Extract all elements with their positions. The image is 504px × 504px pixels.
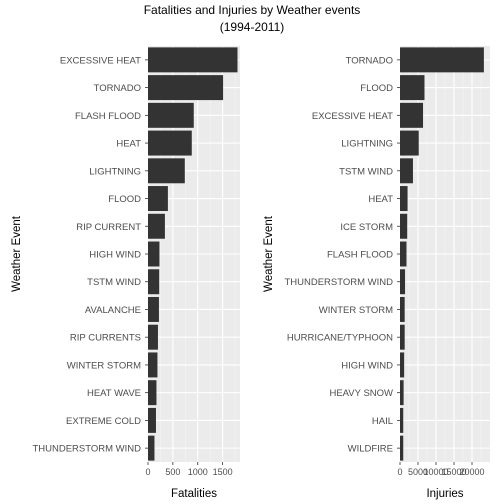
fatalities-category-label: EXTREME COLD	[66, 416, 141, 427]
fatalities-panel: EXCESSIVE HEAT TORNADO FLASH FLOOD HEAT LIGH…	[11, 46, 240, 500]
fatalities-category-label: RIP CURRENTS	[70, 333, 141, 344]
fatalities-y-axis-label: Weather Event	[11, 215, 23, 292]
fatalities-category-label: THUNDERSTORM WIND	[32, 444, 141, 455]
injuries-bar	[400, 241, 407, 267]
fatalities-x-tick-label: 1000	[188, 467, 208, 477]
fatalities-bar	[148, 324, 158, 350]
injuries-panel: TORNADO FLOOD EXCESSIVE HEAT LIGHTNING TSTM …	[263, 46, 490, 500]
injuries-x-tick-label: 10000	[423, 467, 448, 477]
fatalities-x-tick-label: 1500	[213, 467, 233, 477]
injuries-category-label: THUNDERSTORM WIND	[284, 277, 393, 288]
fatalities-bar	[148, 407, 156, 433]
fatalities-x-axis-label: Fatalities	[171, 488, 217, 500]
injuries-bar	[400, 102, 424, 128]
injuries-category-label: HEAT	[368, 194, 393, 205]
injuries-bar	[400, 407, 404, 433]
fatalities-category-label: HEAT WAVE	[87, 388, 141, 399]
injuries-category-label: HIGH WIND	[341, 360, 393, 371]
injuries-category-label: WINTER STORM	[319, 305, 393, 316]
injuries-category-label: FLOOD	[360, 83, 393, 94]
injuries-bar	[400, 269, 406, 295]
injuries-x-tick-label: 20000	[459, 467, 484, 477]
injuries-bar	[400, 380, 404, 406]
injuries-y-axis-label: Weather Event	[263, 215, 275, 292]
fatalities-bar	[148, 213, 165, 239]
fatalities-bar	[148, 158, 185, 184]
fatalities-x-tick-label: 500	[165, 467, 180, 477]
fatalities-bar	[148, 352, 158, 378]
injuries-bar	[400, 186, 408, 212]
injuries-bar	[400, 435, 404, 461]
injuries-category-label: WILDFIRE	[348, 444, 393, 455]
chart-title: Fatalities and Injuries by Weather event…	[144, 3, 361, 17]
fatalities-bar	[148, 380, 157, 406]
fatalities-category-label: WINTER STORM	[67, 360, 141, 371]
fatalities-category-label: RIP CURRENT	[76, 222, 141, 233]
fatalities-bar	[148, 130, 192, 156]
injuries-x-tick-label: 15000	[441, 467, 466, 477]
injuries-category-label: HEAVY SNOW	[329, 388, 393, 399]
injuries-category-label: HURRICANE/TYPHOON	[287, 333, 393, 344]
injuries-bar	[400, 158, 413, 184]
injuries-category-label: LIGHTNING	[341, 139, 393, 150]
fatalities-bar	[148, 241, 160, 267]
injuries-bar	[400, 352, 405, 378]
fatalities-category-label: HIGH WIND	[89, 250, 141, 261]
injuries-category-label: ICE STORM	[340, 222, 393, 233]
fatalities-category-label: LIGHTNING	[89, 166, 141, 177]
fatalities-bar	[148, 269, 160, 295]
injuries-bar	[400, 130, 419, 156]
fatalities-category-label: FLOOD	[108, 194, 141, 205]
fatalities-x-tick-label: 0	[145, 467, 150, 477]
fatalities-category-label: FLASH FLOOD	[75, 111, 141, 122]
injuries-bar	[400, 296, 405, 322]
fatalities-bar	[148, 296, 159, 322]
injuries-bar	[400, 47, 484, 73]
fatalities-bar	[148, 75, 224, 101]
injuries-x-tick-label: 5000	[408, 467, 428, 477]
fatalities-category-label: AVALANCHE	[85, 305, 141, 316]
injuries-bar	[400, 213, 408, 239]
fatalities-category-label: EXCESSIVE HEAT	[60, 55, 141, 66]
fatalities-bar	[148, 102, 194, 128]
fatalities-bar	[148, 186, 168, 212]
injuries-category-label: HAIL	[372, 416, 393, 427]
injuries-category-label: TORNADO	[346, 55, 393, 66]
fatalities-category-label: HEAT	[116, 139, 141, 150]
injuries-bar	[400, 75, 425, 101]
injuries-category-label: TSTM WIND	[339, 166, 393, 177]
injuries-category-label: EXCESSIVE HEAT	[312, 111, 393, 122]
chart-subtitle: (1994-2011)	[220, 20, 285, 34]
fatalities-category-label: TORNADO	[94, 83, 141, 94]
injuries-bar	[400, 324, 405, 350]
fatalities-bar	[148, 435, 155, 461]
fatalities-bar	[148, 47, 238, 73]
injuries-x-axis-label: Injuries	[426, 488, 463, 500]
injuries-category-label: FLASH FLOOD	[327, 250, 393, 261]
injuries-x-tick-label: 0	[397, 467, 402, 477]
fatalities-category-label: TSTM WIND	[87, 277, 141, 288]
